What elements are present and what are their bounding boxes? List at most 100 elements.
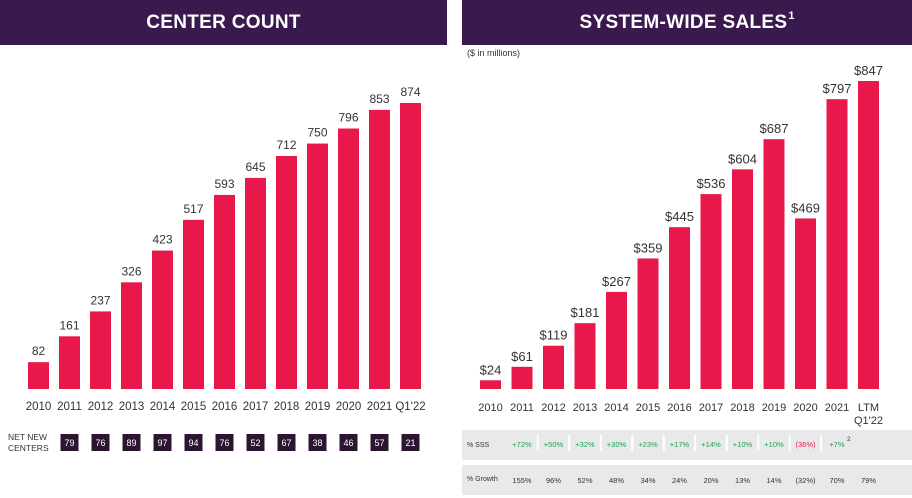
growth-value: 14% bbox=[766, 476, 781, 485]
sss-value: +32% bbox=[575, 440, 595, 449]
x-tick-2010: 2010 bbox=[478, 402, 502, 414]
bar-2010 bbox=[28, 362, 49, 389]
growth-value: 70% bbox=[829, 476, 844, 485]
net-new-label-line2: CENTERS bbox=[8, 443, 49, 453]
sss-label: % SSS bbox=[467, 442, 490, 449]
sales-title-bar: SYSTEM-WIDE SALES 1 bbox=[462, 0, 912, 45]
sales-title-footnote: 1 bbox=[788, 9, 795, 22]
bar-2011 bbox=[511, 366, 533, 389]
bar-2017 bbox=[245, 177, 266, 389]
bar-2021 bbox=[826, 99, 848, 389]
bar-2020 bbox=[338, 128, 359, 389]
x-tick-2021: 2021 bbox=[367, 401, 393, 413]
growth-value: 34% bbox=[640, 476, 655, 485]
x-tick-2015: 2015 bbox=[181, 401, 207, 413]
growth-value: 96% bbox=[546, 476, 561, 485]
net-new-box bbox=[153, 434, 172, 451]
bar-2016 bbox=[669, 227, 690, 389]
growth-value: 20% bbox=[703, 476, 718, 485]
x-tick-line1: LTM bbox=[858, 402, 879, 414]
net-new-box bbox=[184, 434, 203, 451]
bar-2017 bbox=[700, 194, 722, 389]
data-label-LTM Q1'22: $847 bbox=[854, 63, 883, 78]
data-label-2012: 237 bbox=[90, 293, 110, 307]
sss-value: +72% bbox=[512, 440, 532, 449]
growth-value: 79% bbox=[861, 476, 876, 485]
bar-2019 bbox=[307, 143, 328, 389]
net-new-box bbox=[308, 434, 327, 451]
x-tick-2013: 2013 bbox=[119, 401, 145, 413]
bar-2012 bbox=[90, 311, 111, 389]
growth-value: 24% bbox=[672, 476, 687, 485]
growth-value: 48% bbox=[609, 476, 624, 485]
net-new-box bbox=[122, 434, 141, 451]
data-label-2021: $797 bbox=[823, 81, 852, 96]
net-new-value: 38 bbox=[312, 438, 322, 448]
x-tick-2019: 2019 bbox=[305, 401, 331, 413]
data-label-2011: $61 bbox=[511, 349, 533, 364]
sss-value: +30% bbox=[607, 440, 627, 449]
center-count-title: CENTER COUNT bbox=[146, 11, 301, 33]
bar-2011 bbox=[59, 336, 80, 389]
sss-value: +7% bbox=[829, 440, 845, 449]
net-new-box bbox=[401, 434, 420, 451]
center-count-panel: CENTER COUNT 82 2010 161 2011 237 2012 326 2013… bbox=[0, 0, 447, 498]
bar-Q1'22 bbox=[400, 103, 421, 389]
net-new-box bbox=[370, 434, 389, 451]
sss-value: +10% bbox=[764, 440, 784, 449]
net-new-box bbox=[339, 434, 358, 451]
net-new-box bbox=[91, 434, 110, 451]
net-new-value: 97 bbox=[157, 438, 167, 448]
bar-2018 bbox=[732, 169, 753, 389]
bar-2014 bbox=[152, 250, 173, 389]
data-label-2013: 326 bbox=[121, 264, 141, 278]
data-label-2019: 750 bbox=[307, 126, 327, 140]
net-new-label-line1: NET NEW bbox=[8, 432, 48, 442]
system-wide-sales-chart: $24 2010 $61 2011 $119 2012 $181 2013 $267 2014 $3… bbox=[478, 63, 883, 485]
x-tick-2021: 2021 bbox=[825, 402, 849, 414]
x-tick-2020: 2020 bbox=[336, 401, 362, 413]
data-label-Q1'22: 874 bbox=[400, 85, 420, 99]
data-label-2018: $604 bbox=[728, 151, 757, 166]
sss-footnote: 2 bbox=[847, 436, 851, 443]
x-tick-2011: 2011 bbox=[510, 402, 534, 414]
sss-value: +23% bbox=[638, 440, 658, 449]
bar-2020 bbox=[795, 218, 816, 389]
x-tick-2014: 2014 bbox=[150, 401, 176, 413]
x-tick-line2: Q1'22 bbox=[854, 415, 883, 427]
bar-2013 bbox=[121, 282, 142, 389]
net-new-value: 57 bbox=[374, 438, 384, 448]
net-new-value: 89 bbox=[126, 438, 136, 448]
system-wide-sales-panel: SYSTEM-WIDE SALES 1 ($ in millions) % SSS… bbox=[462, 0, 912, 498]
net-new-value: 46 bbox=[343, 438, 353, 448]
data-label-2017: $536 bbox=[697, 176, 726, 191]
sss-value: +50% bbox=[544, 440, 564, 449]
data-label-2014: $267 bbox=[602, 274, 631, 289]
x-tick-2013: 2013 bbox=[573, 402, 597, 414]
data-label-2016: 593 bbox=[214, 177, 234, 191]
growth-value: 155% bbox=[512, 476, 532, 485]
bar-2013 bbox=[574, 323, 596, 389]
center-count-chart: 82 2010 161 2011 237 2012 326 2013 423 2014 517 201… bbox=[26, 85, 426, 451]
net-new-box bbox=[277, 434, 296, 451]
growth-label: % Growth bbox=[467, 476, 498, 483]
growth-value: (32%) bbox=[795, 476, 816, 485]
bar-LTM Q1'22 bbox=[858, 81, 879, 389]
sss-value: +10% bbox=[733, 440, 753, 449]
sss-value: +17% bbox=[670, 440, 690, 449]
sales-units-note: ($ in millions) bbox=[467, 48, 521, 58]
bar-2016 bbox=[214, 194, 235, 389]
center-count-title-bar: CENTER COUNT bbox=[0, 0, 447, 45]
x-tick-2014: 2014 bbox=[604, 402, 628, 414]
x-tick-2020: 2020 bbox=[793, 402, 817, 414]
x-tick-2017: 2017 bbox=[699, 402, 723, 414]
net-new-value: 52 bbox=[250, 438, 260, 448]
bar-2015 bbox=[637, 258, 659, 389]
x-tick-2016: 2016 bbox=[667, 402, 691, 414]
data-label-2010: $24 bbox=[480, 362, 502, 377]
data-label-2013: $181 bbox=[571, 305, 600, 320]
net-new-value: 79 bbox=[64, 438, 74, 448]
net-new-value: 94 bbox=[188, 438, 198, 448]
data-label-2021: 853 bbox=[369, 92, 389, 106]
data-label-2017: 645 bbox=[245, 160, 265, 174]
